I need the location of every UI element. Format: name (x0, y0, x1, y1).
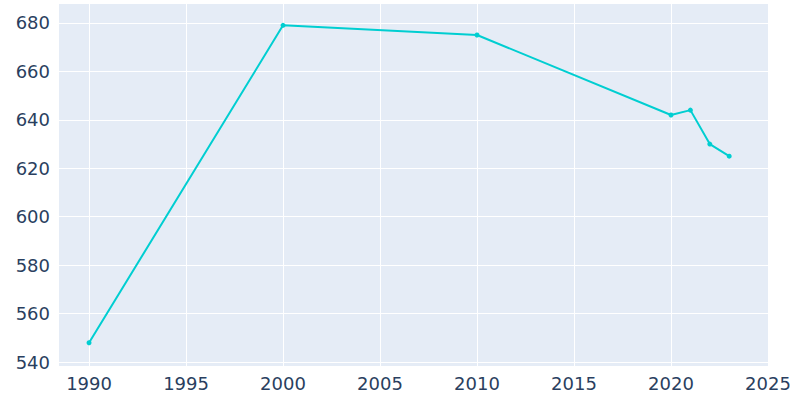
svg-text:600: 600 (16, 206, 50, 227)
svg-text:1990: 1990 (66, 373, 112, 394)
svg-text:2000: 2000 (260, 373, 306, 394)
svg-text:680: 680 (16, 12, 50, 33)
svg-text:2025: 2025 (745, 373, 791, 394)
svg-text:1995: 1995 (163, 373, 209, 394)
svg-text:2015: 2015 (551, 373, 597, 394)
svg-text:660: 660 (16, 61, 50, 82)
svg-text:2020: 2020 (648, 373, 694, 394)
svg-text:2010: 2010 (454, 373, 500, 394)
svg-text:580: 580 (16, 255, 50, 276)
svg-text:540: 540 (16, 352, 50, 373)
svg-text:2005: 2005 (357, 373, 403, 394)
svg-text:620: 620 (16, 158, 50, 179)
svg-text:640: 640 (16, 109, 50, 130)
svg-text:560: 560 (16, 303, 50, 324)
